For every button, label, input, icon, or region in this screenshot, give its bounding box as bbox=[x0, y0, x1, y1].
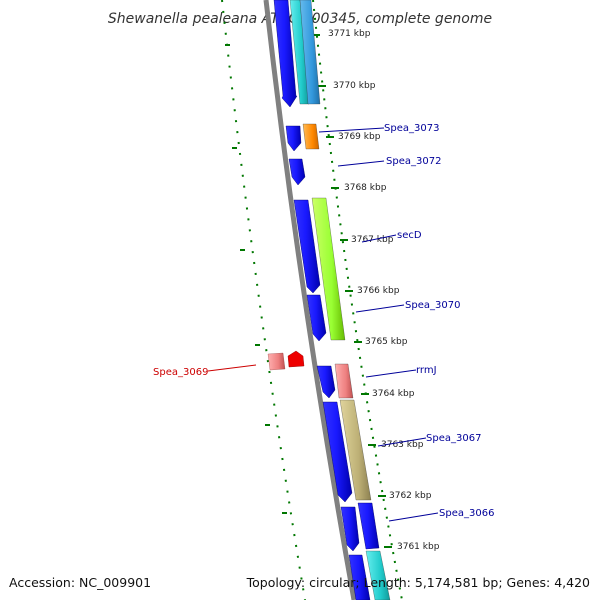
tick-label: 3766 kbp bbox=[357, 286, 400, 296]
gene-block-khaki[interactable] bbox=[339, 399, 372, 501]
leader-line bbox=[337, 160, 385, 167]
leader-line bbox=[365, 369, 417, 378]
leader-line bbox=[355, 304, 405, 313]
cds-arrow[interactable] bbox=[348, 554, 371, 600]
forward-cds-track bbox=[273, 0, 380, 600]
reverse-cds-track bbox=[267, 350, 305, 371]
tick-label: 3762 kbp bbox=[389, 491, 432, 501]
cds-arrow[interactable] bbox=[340, 506, 360, 552]
leader-line bbox=[388, 512, 439, 522]
gene-block-sky-top[interactable] bbox=[299, 0, 321, 105]
tick-label: 3763 kbp bbox=[381, 440, 424, 450]
leader-line bbox=[377, 437, 427, 447]
cds-arrow[interactable] bbox=[288, 158, 306, 186]
gene-label-secd[interactable]: secD bbox=[397, 230, 422, 241]
genome-summary-text: Topology: circular; Length: 5,174,581 bp… bbox=[246, 575, 590, 590]
gene-label-spea-3066[interactable]: Spea_3066 bbox=[439, 508, 494, 519]
cds-arrow[interactable] bbox=[273, 0, 298, 108]
colored-gene-track bbox=[289, 0, 391, 600]
gene-labels: Spea_3073 Spea_3072 secD Spea_3070 Spea_… bbox=[153, 123, 494, 519]
gene-label-leaders bbox=[207, 127, 439, 522]
tick-label: 3769 kbp bbox=[338, 132, 381, 142]
gene-block-cyan-bottom[interactable] bbox=[365, 550, 391, 600]
tick-label: 3761 kbp bbox=[397, 542, 440, 552]
gene-block-salmon[interactable] bbox=[334, 363, 354, 399]
tick-label: 3765 kbp bbox=[365, 337, 408, 347]
gene-label-spea-3070[interactable]: Spea_3070 bbox=[405, 300, 460, 311]
gene-label-spea-3073[interactable]: Spea_3073 bbox=[384, 123, 439, 134]
cds-arrow[interactable] bbox=[306, 294, 327, 342]
leader-line bbox=[318, 127, 385, 133]
gene-arrow-red[interactable] bbox=[287, 350, 305, 368]
genome-backbone bbox=[263, 0, 357, 600]
tick-label: 3770 kbp bbox=[333, 81, 376, 91]
inner-ruler-major-ticks bbox=[225, 44, 287, 514]
gene-block-salmon-inner[interactable] bbox=[267, 352, 286, 371]
gene-block-lime[interactable] bbox=[311, 197, 346, 341]
cds-arrow[interactable] bbox=[322, 401, 353, 503]
cds-arrow[interactable] bbox=[357, 502, 380, 550]
gene-label-spea-3072[interactable]: Spea_3072 bbox=[386, 156, 441, 167]
cds-arrow[interactable] bbox=[316, 365, 336, 399]
accession-text: Accession: NC_009901 bbox=[9, 575, 151, 590]
leader-line bbox=[361, 234, 397, 243]
leader-line bbox=[207, 364, 257, 372]
outer-ruler-major-ticks bbox=[312, 34, 392, 548]
gene-label-rrmj[interactable]: rrmJ bbox=[416, 365, 437, 376]
cds-arrow[interactable] bbox=[285, 125, 302, 152]
tick-label: 3764 kbp bbox=[372, 389, 415, 399]
cds-arrow[interactable] bbox=[293, 199, 321, 294]
gene-block-orange[interactable] bbox=[302, 123, 320, 150]
tick-label: 3771 kbp bbox=[328, 29, 371, 39]
gene-label-spea-3069[interactable]: Spea_3069 bbox=[153, 367, 208, 378]
tick-label: 3768 kbp bbox=[344, 183, 387, 193]
gene-label-spea-3067[interactable]: Spea_3067 bbox=[426, 433, 481, 444]
